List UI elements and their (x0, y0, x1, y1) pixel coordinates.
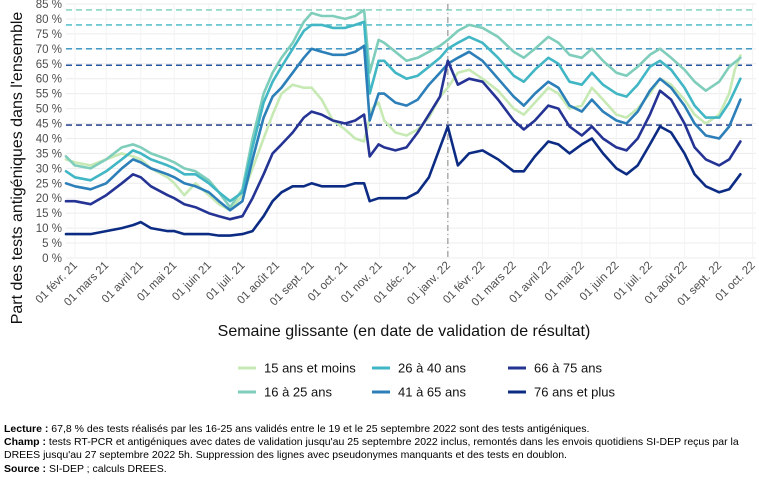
note-lecture-text: 67,8 % des tests réalisés par les 16-25 … (51, 423, 590, 435)
y-tick-label: 75 % (36, 29, 62, 41)
note-source-label: Source : (4, 462, 47, 475)
y-tick-label: 45 % (36, 119, 62, 131)
note-champ: Champ : tests RT-PCR et antigéniques ave… (4, 436, 756, 462)
legend-label: 76 ans et plus (534, 385, 615, 400)
legend-label: 66 à 75 ans (534, 361, 602, 376)
y-tick-label: 35 % (36, 148, 62, 160)
y-tick-label: 80 % (36, 14, 62, 26)
line-chart: 0 % 5 % 10 % 15 % 20 % 25 % 30 % 35 % 40 % 45 % 50… (9, 0, 758, 400)
legend-label: 15 ans et moins (264, 361, 356, 376)
y-tick-label: 50 % (36, 104, 62, 116)
legend: 15 ans et moins 16 à 25 ans 26 à 40 ans 41 … (238, 361, 615, 400)
y-tick-label: 85 % (36, 0, 62, 11)
y-tick-label: 5 % (42, 238, 62, 250)
y-tick-label: 65 % (36, 59, 62, 71)
note-champ-label: Champ : (4, 436, 46, 449)
series-line (64, 59, 742, 221)
y-tick-label: 15 % (36, 208, 62, 220)
note-champ-text: tests RT-PCR et antigéniques avec dates … (4, 436, 739, 462)
y-tick-label: 20 % (36, 193, 62, 205)
series-line (64, 8, 742, 209)
y-tick-label: 10 % (36, 223, 62, 235)
y-tick-label: 40 % (36, 133, 62, 145)
chart-notes: Lecture : 67,8 % des tests réalisés par … (4, 423, 756, 476)
legend-label: 16 à 25 ans (264, 385, 332, 400)
y-axis-ticks: 0 % 5 % 10 % 15 % 20 % 25 % 30 % 35 % 40 % 45 % 50… (36, 0, 62, 265)
y-tick-label: 0 % (42, 253, 62, 265)
y-tick-label: 55 % (36, 89, 62, 101)
note-source: Source : SI-DEP ; calculs DREES. (4, 463, 756, 476)
y-tick-label: 60 % (36, 74, 62, 86)
series-lines (64, 8, 742, 237)
legend-label: 26 à 40 ans (398, 361, 466, 376)
x-axis-title: Semaine glissante (en date de validation… (218, 323, 591, 340)
note-source-text: SI-DEP ; calculs DREES. (48, 462, 167, 475)
y-axis-title: Part des tests antigéniques dans l'ensem… (9, 12, 26, 325)
y-tick-label: 30 % (36, 163, 62, 175)
series-line (64, 125, 742, 237)
series-line (64, 54, 742, 212)
y-tick-label: 25 % (36, 178, 62, 190)
legend-label: 41 à 65 ans (398, 385, 466, 400)
series-line (64, 20, 742, 203)
note-lecture-label: Lecture : (4, 423, 49, 435)
note-lecture: Lecture : 67,8 % des tests réalisés par … (4, 423, 756, 436)
series-line (64, 44, 742, 212)
y-tick-label: 70 % (36, 44, 62, 56)
plot-background (66, 4, 756, 258)
